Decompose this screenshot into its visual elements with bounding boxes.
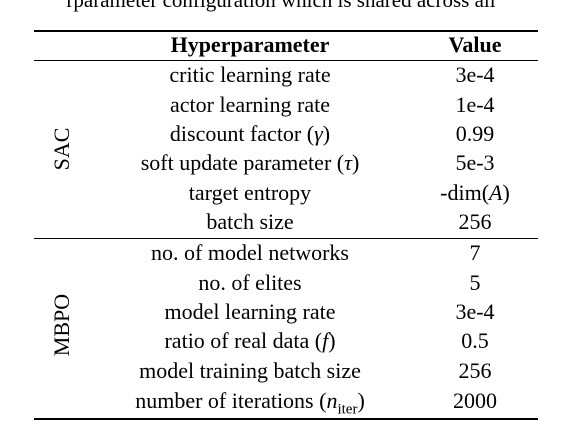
param-model-training-batch: model training batch size <box>139 358 361 383</box>
f-symbol: f <box>322 328 329 353</box>
param-target-entropy: target entropy <box>188 180 312 205</box>
action-space-symbol: A <box>489 180 503 205</box>
header-rule <box>34 60 538 61</box>
param-batch-size: batch size <box>206 209 294 234</box>
param-iterations-text: number of iterations ( <box>135 388 327 413</box>
top-rule <box>34 30 538 32</box>
gamma-symbol: γ <box>314 121 323 146</box>
param-elites: no. of elites <box>198 270 302 295</box>
n-symbol: n <box>326 388 338 413</box>
group-label-mbpo: MBPO <box>49 293 74 357</box>
value-target-entropy: -dim(A) <box>405 178 545 208</box>
value-batch-size: 256 <box>458 209 492 234</box>
value-target-entropy-tail: ) <box>502 180 510 205</box>
param-soft-update-text: soft update parameter ( <box>140 150 345 175</box>
table-caption: rparameter configuration which is shared… <box>66 0 496 12</box>
tau-symbol: τ <box>344 150 352 175</box>
bottom-rule <box>34 418 538 420</box>
value-model-networks: 7 <box>469 240 481 265</box>
value-model-learning-rate: 3e-4 <box>455 299 495 324</box>
param-iterations-tail: ) <box>357 388 365 413</box>
param-discount-factor-text: discount factor ( <box>169 121 315 146</box>
param-real-data-ratio: ratio of real data (f) <box>95 326 405 356</box>
group-label-sac: SAC <box>49 127 74 171</box>
param-iterations: number of iterations (niter) <box>95 386 405 418</box>
param-model-networks: no. of model networks <box>151 240 349 265</box>
value-critic-learning-rate: 3e-4 <box>455 62 495 87</box>
param-actor-learning-rate: actor learning rate <box>169 92 330 117</box>
value-soft-update: 5e-3 <box>455 150 495 175</box>
param-critic-learning-rate: critic learning rate <box>169 62 331 87</box>
param-model-learning-rate: model learning rate <box>164 299 336 324</box>
param-real-data-ratio-tail: ) <box>328 328 336 353</box>
value-elites: 5 <box>469 270 481 295</box>
value-discount-factor: 0.99 <box>455 121 495 146</box>
header-value: Value <box>448 32 502 57</box>
param-soft-update-tail: ) <box>351 150 360 175</box>
iter-subscript: iter <box>337 401 358 418</box>
param-discount-factor-tail: ) <box>322 121 331 146</box>
value-real-data-ratio: 0.5 <box>461 328 489 353</box>
value-actor-learning-rate: 1e-4 <box>455 92 495 117</box>
value-target-entropy-text: -dim( <box>440 180 490 205</box>
group-divider-rule <box>34 238 538 239</box>
param-discount-factor: discount factor (γ) <box>95 119 405 149</box>
header-hyperparameter: Hyperparameter <box>170 32 330 57</box>
param-soft-update: soft update parameter (τ) <box>95 148 405 178</box>
value-model-training-batch: 256 <box>458 358 492 383</box>
param-real-data-ratio-text: ratio of real data ( <box>164 328 323 353</box>
value-iterations: 2000 <box>453 388 497 413</box>
